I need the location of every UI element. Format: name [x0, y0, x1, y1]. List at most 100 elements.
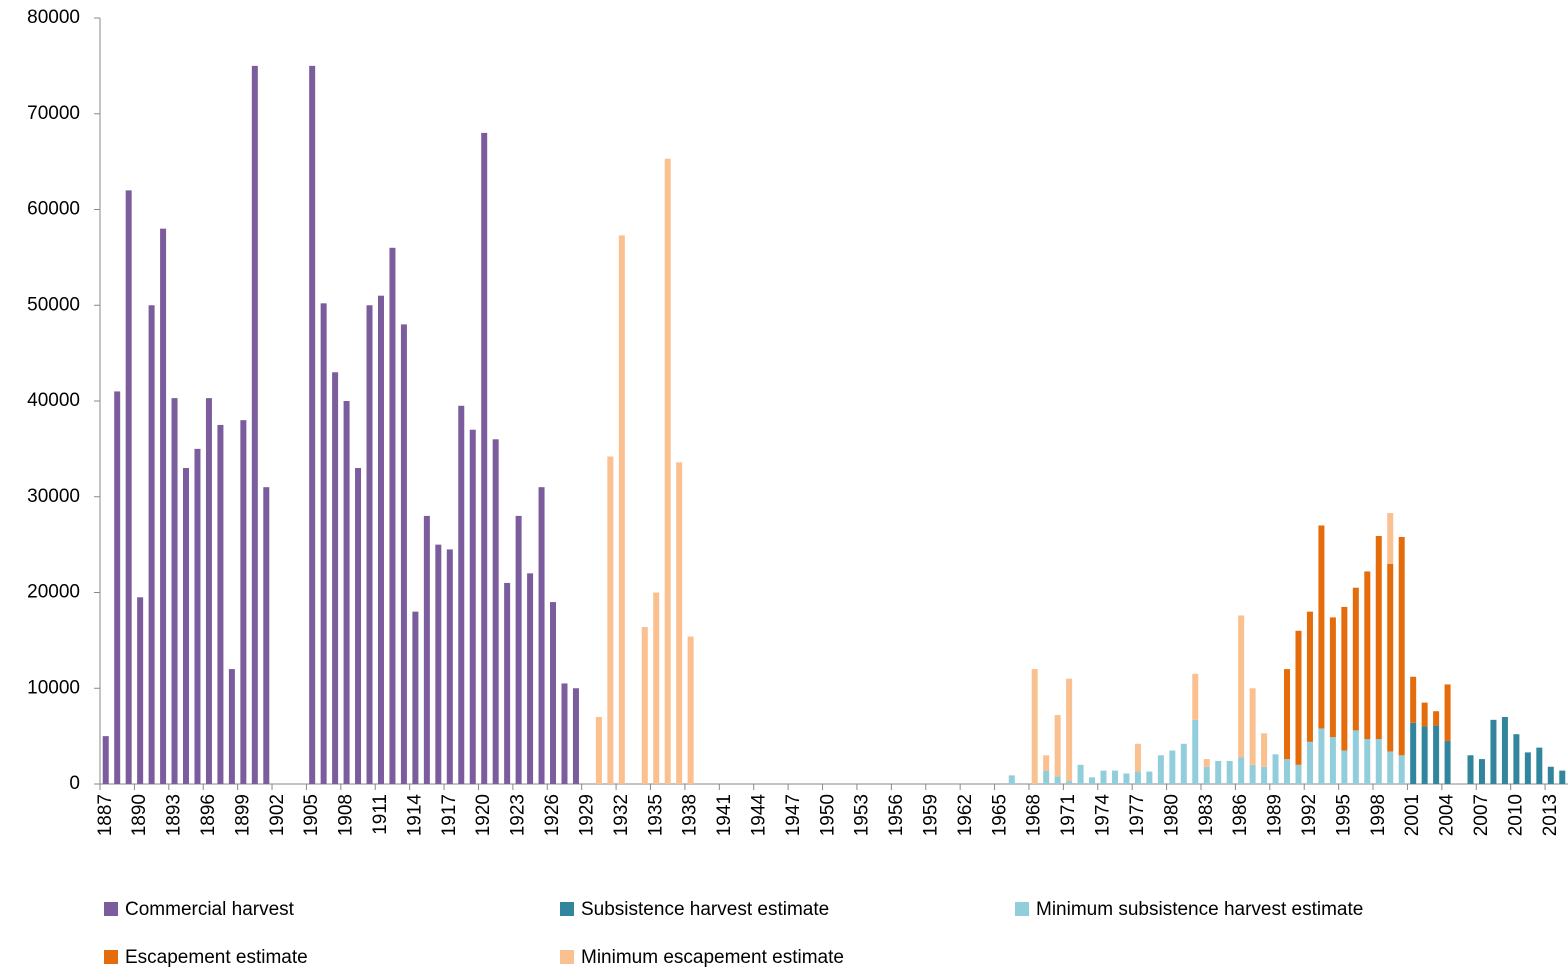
bar-segment: [1387, 751, 1394, 784]
bar-segment: [423, 515, 430, 784]
bar-segment: [183, 468, 190, 784]
bar-segment: [1364, 738, 1371, 784]
bar-segment: [1329, 617, 1336, 738]
bar-segment: [1352, 730, 1359, 784]
x-tick-label: 1956: [886, 794, 907, 836]
bar-segment: [607, 456, 614, 784]
bar-segment: [1203, 766, 1210, 784]
bar-segment: [1387, 513, 1394, 564]
legend-label: Commercial harvest: [125, 899, 295, 920]
x-tick-label: 1932: [611, 794, 632, 836]
bar-segment: [1547, 766, 1554, 784]
bar-segment: [469, 429, 476, 784]
x-tick-label: 1986: [1230, 794, 1251, 836]
bar-segment: [676, 462, 683, 784]
x-tick-label: 1977: [1127, 794, 1148, 836]
x-tick-label: 1926: [542, 794, 563, 836]
y-tick-label: 50000: [27, 294, 80, 315]
x-tick-label: 1929: [576, 794, 597, 836]
bar-segment: [412, 611, 419, 784]
bar-segment: [664, 158, 671, 784]
bar-segment: [481, 132, 488, 784]
x-tick-label: 1935: [645, 794, 666, 836]
y-tick-label: 80000: [27, 7, 80, 28]
bar-segment: [1054, 776, 1061, 784]
bar-segment: [228, 669, 235, 784]
bar-segment: [1490, 719, 1497, 784]
bar-segment: [1066, 678, 1073, 782]
bar-segment: [1559, 770, 1566, 784]
x-tick-label: 1944: [748, 794, 769, 837]
bar-segment: [1180, 743, 1187, 784]
bar-segment: [240, 420, 247, 784]
x-tick-label: 1974: [1093, 794, 1114, 837]
bar-segment: [1398, 755, 1405, 784]
bar-segment: [1192, 673, 1199, 720]
x-tick-label: 1887: [95, 794, 116, 836]
bar-segment: [1238, 615, 1245, 758]
x-tick-label: 1914: [404, 794, 425, 837]
x-tick-label: 1902: [267, 794, 288, 836]
bar-segment: [1249, 764, 1256, 784]
bar-segment: [1536, 747, 1543, 784]
y-tick-label: 30000: [27, 486, 80, 507]
bar-segment: [1295, 630, 1302, 765]
bar-segment: [1306, 611, 1313, 742]
bar-segment: [1513, 734, 1520, 784]
bar-segment: [1031, 669, 1038, 784]
bar-segment: [1169, 750, 1176, 784]
bar-segment: [1306, 741, 1313, 784]
bar-segment: [550, 602, 557, 784]
bar-segment: [1215, 761, 1222, 784]
bar-segment: [1410, 722, 1417, 784]
x-tick-label: 1962: [955, 794, 976, 836]
bar-segment: [504, 582, 511, 784]
legend-swatch: [104, 902, 118, 916]
bar-segment: [1134, 771, 1141, 784]
bar-segment: [1008, 775, 1015, 784]
bar-segment: [125, 190, 132, 785]
x-tick-label: 1980: [1161, 794, 1182, 836]
legend-label: Escapement estimate: [125, 947, 308, 968]
bar-segment: [1524, 752, 1531, 784]
x-tick-label: 1992: [1299, 794, 1320, 836]
legend-swatch: [560, 902, 574, 916]
y-tick-label: 60000: [27, 199, 80, 220]
legend-swatch: [1015, 902, 1029, 916]
bar-segment: [1501, 716, 1508, 784]
bar-segment: [1375, 536, 1382, 739]
x-tick-label: 1947: [783, 794, 804, 836]
bar-segment: [1043, 770, 1050, 784]
x-tick-label: 1917: [439, 794, 460, 836]
x-tick-label: 1911: [370, 794, 391, 835]
bar-segment: [1123, 773, 1130, 784]
bar-segment: [1387, 563, 1394, 752]
bar-segment: [171, 398, 178, 784]
bar-segment: [332, 372, 339, 784]
bar-segment: [618, 235, 625, 785]
x-tick-label: 1941: [714, 794, 735, 836]
bar-segment: [1249, 688, 1256, 765]
x-tick-label: 1983: [1196, 794, 1217, 836]
bar-segment: [641, 626, 648, 784]
x-tick-label: 2004: [1437, 794, 1458, 837]
x-tick-label: 2013: [1540, 794, 1561, 836]
bar-segment: [1089, 777, 1096, 784]
bar-segment: [1295, 764, 1302, 784]
bar-segment: [1444, 740, 1451, 784]
bar-segment: [1352, 587, 1359, 731]
bar-segment: [137, 597, 144, 784]
bar-segment: [343, 401, 350, 784]
bar-segment: [263, 487, 270, 784]
bar-segment: [1284, 669, 1291, 760]
x-tick-label: 1905: [301, 794, 322, 836]
x-tick-label: 2001: [1402, 794, 1423, 836]
bar-segment: [217, 424, 224, 784]
bar-segment: [435, 544, 442, 784]
bar-segment: [160, 228, 167, 784]
x-tick-label: 2007: [1471, 794, 1492, 836]
bar-segment: [1261, 766, 1268, 784]
bar-segment: [595, 716, 602, 784]
x-tick-label: 1998: [1368, 794, 1389, 836]
